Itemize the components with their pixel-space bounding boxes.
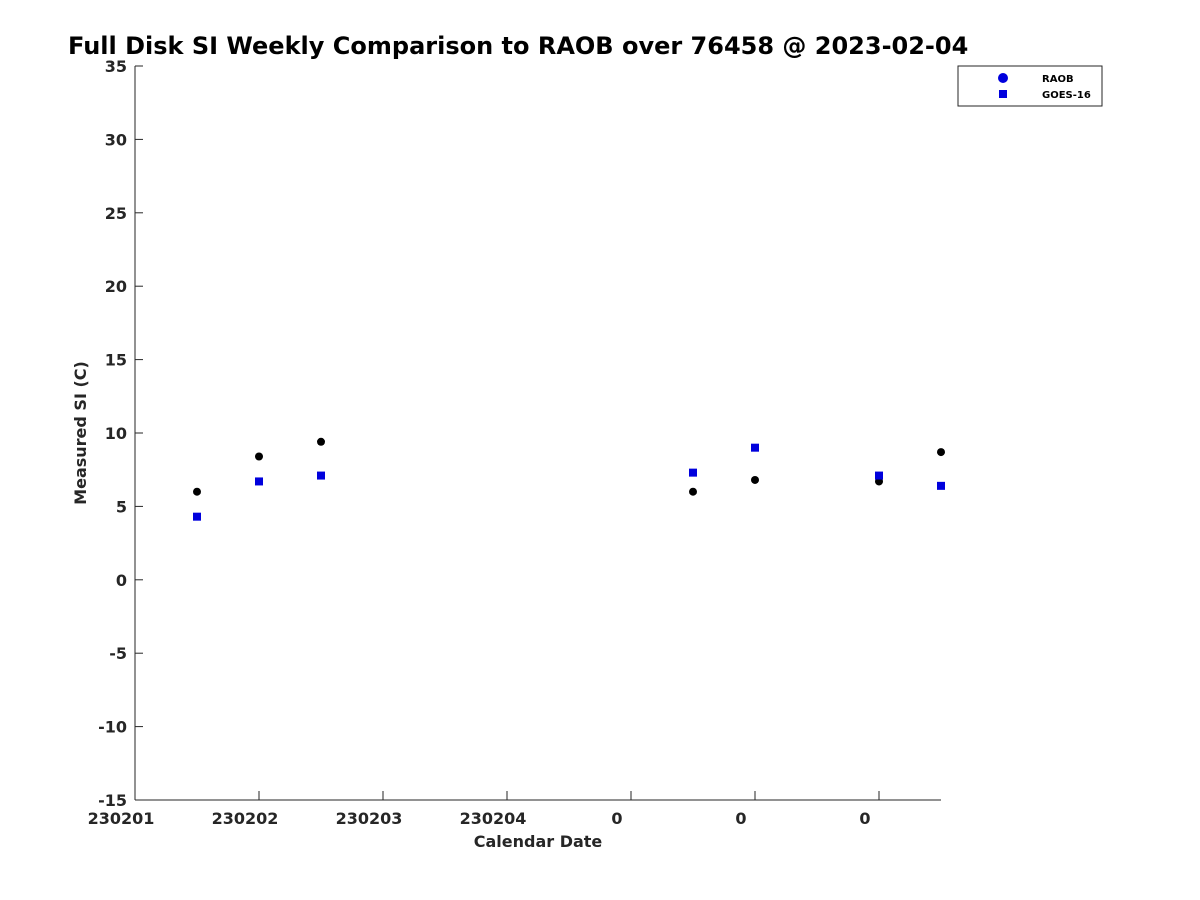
x-tick-label: 0 — [735, 809, 746, 828]
y-tick-label: 25 — [105, 204, 127, 223]
chart-title: Full Disk SI Weekly Comparison to RAOB o… — [68, 32, 968, 60]
x-tick-label: 230201 — [88, 809, 155, 828]
y-ticks: 35 30 25 20 15 10 5 0 -5 -10 -15 — [98, 57, 143, 810]
goes-16-point — [751, 443, 759, 452]
legend-label-goes-16: GOES-16 — [1042, 90, 1091, 101]
raob-point — [689, 487, 697, 496]
y-tick-label: 35 — [105, 57, 127, 76]
raob-point — [751, 475, 759, 484]
x-tick-label: 230202 — [212, 809, 279, 828]
y-axis-label: Measured SI (C) — [71, 361, 90, 505]
goes-16-point — [317, 471, 325, 480]
legend: RAOB GOES-16 — [957, 65, 1103, 107]
y-tick-label: -10 — [98, 718, 127, 737]
y-tick-label: 5 — [116, 497, 127, 516]
goes-16-point — [937, 481, 945, 490]
x-tick-label: 0 — [859, 809, 870, 828]
y-tick-label: 10 — [105, 424, 127, 443]
goes-16-point — [255, 477, 263, 486]
axes — [134, 66, 941, 801]
raob-point — [255, 452, 263, 461]
data-points — [193, 437, 945, 521]
x-tick-label: 230204 — [460, 809, 527, 828]
legend-label-raob: RAOB — [1042, 74, 1074, 85]
raob-point — [193, 487, 201, 496]
y-tick-label: 0 — [116, 571, 127, 590]
legend-marker-goes-16 — [999, 90, 1007, 98]
x-ticks: 230201 230202 230203 230204 0 0 0 — [88, 791, 880, 828]
y-tick-label: 15 — [105, 351, 127, 370]
y-tick-label: 30 — [105, 130, 127, 149]
legend-marker-raob — [998, 73, 1008, 83]
goes-16-point — [689, 468, 697, 477]
goes-16-point — [875, 471, 883, 480]
x-axis-label: Calendar Date — [474, 832, 603, 851]
legend-box — [957, 65, 1103, 107]
y-tick-label: -15 — [98, 791, 127, 810]
y-tick-label: -5 — [109, 644, 127, 663]
raob-point — [317, 437, 325, 446]
goes-16-point — [193, 512, 201, 521]
x-tick-label: 0 — [611, 809, 622, 828]
raob-point — [937, 448, 945, 457]
x-tick-label: 230203 — [336, 809, 403, 828]
y-tick-label: 20 — [105, 277, 127, 296]
